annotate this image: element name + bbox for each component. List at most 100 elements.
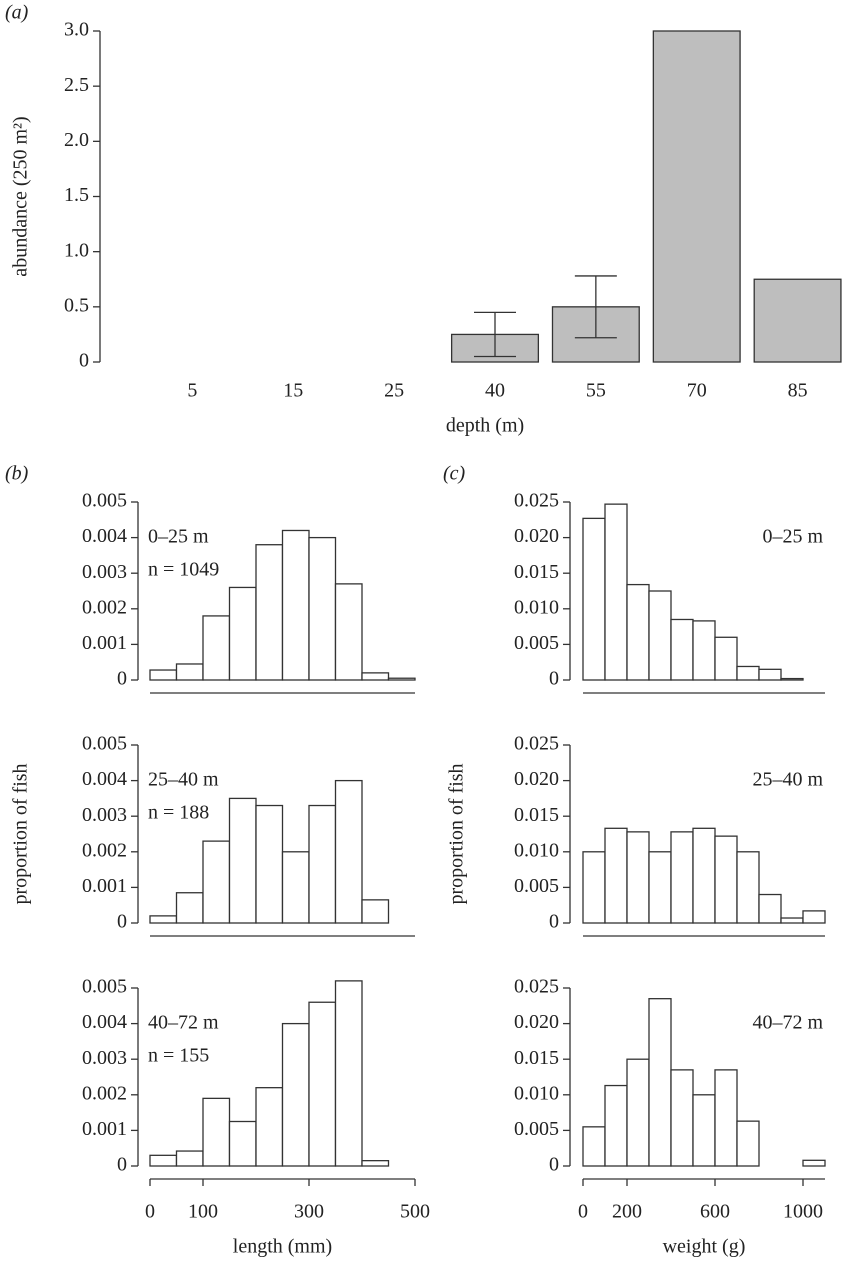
- histogram-bar: [692, 620, 716, 681]
- y-tick-label: 2.5: [64, 74, 89, 96]
- y-tick-label: 0: [117, 911, 127, 933]
- y-axis-label: abundance (250 m²): [10, 116, 32, 276]
- histogram-bar: [228, 586, 257, 681]
- histogram-bar: [670, 618, 694, 681]
- x-tick-label: 5: [187, 380, 197, 402]
- histogram-bar: [714, 835, 738, 924]
- x-tick-label: 600: [700, 1201, 730, 1223]
- histogram-bar: [334, 980, 363, 1167]
- y-tick-label: 0.002: [82, 596, 127, 618]
- x-tick-label: 300: [294, 1201, 324, 1223]
- histogram-bar: [604, 503, 628, 681]
- y-tick-label: 0.020: [514, 1011, 559, 1033]
- histogram-bar: [228, 797, 257, 924]
- y-tick-label: 0.015: [514, 561, 559, 583]
- histogram-bar: [281, 1022, 310, 1167]
- x-tick-label: 15: [283, 380, 303, 402]
- annotation: n = 1049: [148, 559, 219, 581]
- histogram-bar: [149, 669, 178, 681]
- annotation: 0–25 m: [762, 526, 823, 548]
- histogram-bar: [334, 583, 363, 681]
- y-tick-label: 0: [79, 350, 89, 372]
- x-tick-label: 55: [586, 380, 606, 402]
- histogram-bar: [802, 1159, 826, 1167]
- x-tick-label: 0: [145, 1201, 155, 1223]
- histogram-bar: [648, 851, 672, 924]
- histogram-bar: [308, 536, 337, 681]
- y-tick-label: 0.005: [514, 875, 559, 897]
- annotation: 25–40 m: [148, 769, 219, 791]
- y-tick-label: 0: [549, 668, 559, 690]
- y-tick-label: 3.0: [64, 19, 89, 41]
- x-tick-label: 25: [384, 380, 404, 402]
- panel-label: (b): [5, 463, 29, 485]
- histogram-bar: [626, 831, 650, 924]
- y-tick-label: 0.025: [514, 733, 559, 755]
- y-tick-label: 0.004: [82, 768, 127, 790]
- y-tick-label: 0.001: [82, 875, 127, 897]
- annotation: 25–40 m: [752, 769, 823, 791]
- histogram-bar: [736, 665, 760, 681]
- y-axis-label: proportion of fish: [446, 763, 468, 904]
- x-axis-label: weight (g): [663, 1236, 746, 1258]
- y-tick-label: 0: [117, 668, 127, 690]
- y-tick-label: 0: [549, 1154, 559, 1176]
- x-tick-label: 200: [612, 1201, 642, 1223]
- y-tick-label: 2.0: [64, 129, 89, 151]
- histogram-bar: [202, 1097, 231, 1167]
- histogram-bar: [758, 893, 782, 924]
- histogram-bar: [780, 917, 804, 924]
- x-tick-label: 100: [188, 1201, 218, 1223]
- bar: [753, 278, 842, 363]
- histogram-bar: [308, 1001, 337, 1167]
- histogram-bar: [582, 851, 606, 924]
- histogram-bar: [626, 1058, 650, 1167]
- y-tick-label: 0: [549, 911, 559, 933]
- x-tick-label: 70: [687, 380, 707, 402]
- histogram-bar: [361, 899, 390, 924]
- annotation: 0–25 m: [148, 526, 209, 548]
- y-tick-label: 0.003: [82, 1047, 127, 1069]
- histogram-bar: [626, 583, 650, 681]
- x-tick-label: 85: [788, 380, 808, 402]
- annotation: n = 188: [148, 802, 209, 824]
- y-tick-label: 0.015: [514, 1047, 559, 1069]
- y-tick-label: 0.010: [514, 839, 559, 861]
- y-tick-label: 0.001: [82, 632, 127, 654]
- panel-label: (a): [5, 2, 29, 24]
- histogram-bar: [692, 827, 716, 924]
- histogram-bar: [175, 1150, 204, 1167]
- x-tick-label: 0: [578, 1201, 588, 1223]
- histogram-bar: [334, 779, 363, 924]
- histogram-bar: [255, 1087, 284, 1167]
- histogram-bar: [175, 663, 204, 681]
- histogram-bar: [604, 827, 628, 924]
- y-tick-label: 0: [117, 1154, 127, 1176]
- histogram-bar: [648, 590, 672, 681]
- histogram-bar: [149, 915, 178, 924]
- histogram-bar: [736, 1120, 760, 1167]
- histogram-bar: [582, 517, 606, 681]
- histogram-bar: [802, 910, 826, 924]
- y-tick-label: 0.010: [514, 1082, 559, 1104]
- y-tick-label: 0.002: [82, 839, 127, 861]
- y-tick-label: 0.004: [82, 525, 127, 547]
- y-tick-label: 0.5: [64, 294, 89, 316]
- y-tick-label: 0.002: [82, 1082, 127, 1104]
- histogram-bar: [149, 1154, 178, 1167]
- histogram-bar: [758, 668, 782, 681]
- y-tick-label: 0.020: [514, 525, 559, 547]
- y-tick-label: 0.001: [82, 1118, 127, 1140]
- histogram-bar: [255, 804, 284, 924]
- histogram-bar: [648, 998, 672, 1167]
- histogram-bar: [387, 677, 416, 681]
- histogram-bar: [228, 1120, 257, 1167]
- annotation: n = 155: [148, 1045, 209, 1067]
- annotation: 40–72 m: [148, 1012, 219, 1034]
- x-tick-label: 40: [485, 380, 505, 402]
- histogram-bar: [604, 1084, 628, 1167]
- panel-label: (c): [443, 463, 466, 485]
- y-tick-label: 0.020: [514, 768, 559, 790]
- y-tick-label: 0.015: [514, 804, 559, 826]
